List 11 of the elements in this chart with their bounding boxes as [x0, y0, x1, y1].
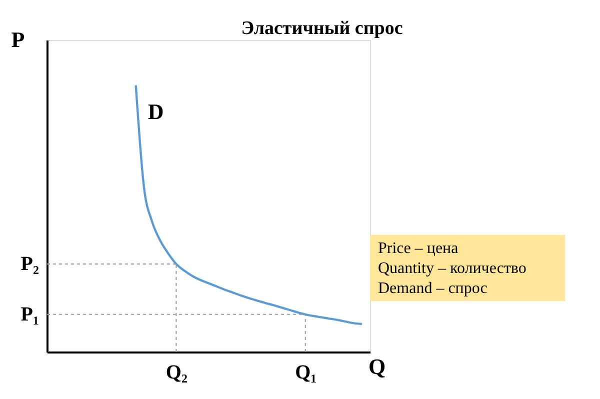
y-axis-title: P — [11, 27, 25, 52]
x-axis-title: Q — [368, 354, 386, 379]
x-tick-label: Q₁ — [295, 362, 317, 384]
ref-line-label: P₁ — [20, 303, 39, 326]
chart-title: Эластичный спрос — [241, 18, 403, 39]
text: Quantity – количество — [378, 260, 526, 277]
ref-line-label: P₂ — [20, 253, 39, 275]
x-tick-label: Q₂ — [166, 362, 188, 384]
series-label: D — [148, 99, 164, 124]
text: Demand – спрос — [378, 280, 488, 297]
text: Price – цена — [378, 240, 458, 257]
